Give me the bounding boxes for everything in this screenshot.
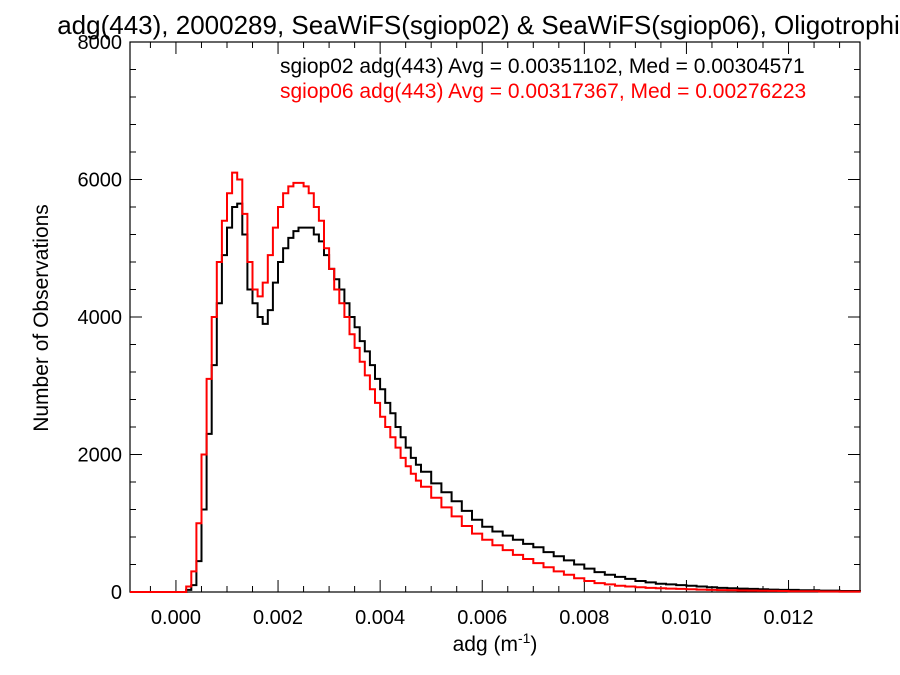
series-1 [130, 202, 861, 593]
x-tick-label: 0.012 [764, 607, 814, 629]
series-line [130, 202, 861, 593]
x-axis-label: adg (m-1) [453, 630, 538, 656]
x-tick-label: 0.008 [559, 607, 609, 629]
x-tick-label: 0.004 [355, 607, 405, 629]
y-axis-label: Number of Observations [30, 204, 53, 432]
legend-entry-sgiop02: sgiop02 adg(443) Avg = 0.00351102, Med =… [280, 55, 805, 78]
series-lines [130, 171, 861, 593]
x-tick-label: 0.000 [151, 607, 201, 629]
y-tick-label: 6000 [78, 170, 123, 192]
x-tick-label: 0.006 [457, 607, 507, 629]
y-tick-label: 2000 [78, 445, 123, 467]
y-axis-ticks: 0 2000 4000 6000 8000 [78, 32, 860, 604]
x-tick-label: 0.010 [661, 607, 711, 629]
chart-title: adg(443), 2000289, SeaWiFS(sgiop02) & Se… [57, 10, 900, 40]
x-axis-label-main: adg (m [453, 633, 518, 656]
x-axis-label-superscript: -1 [518, 630, 531, 646]
x-tick-label: 0.002 [253, 607, 303, 629]
x-axis-label-suffix: ) [530, 633, 537, 656]
y-tick-label: 4000 [78, 307, 123, 329]
legend-entry-sgiop06: sgiop06 adg(443) Avg = 0.00317367, Med =… [280, 80, 806, 103]
series-line [130, 171, 861, 593]
y-tick-label: 8000 [78, 32, 123, 54]
series-2 [130, 171, 861, 593]
y-tick-label: 0 [111, 582, 122, 604]
